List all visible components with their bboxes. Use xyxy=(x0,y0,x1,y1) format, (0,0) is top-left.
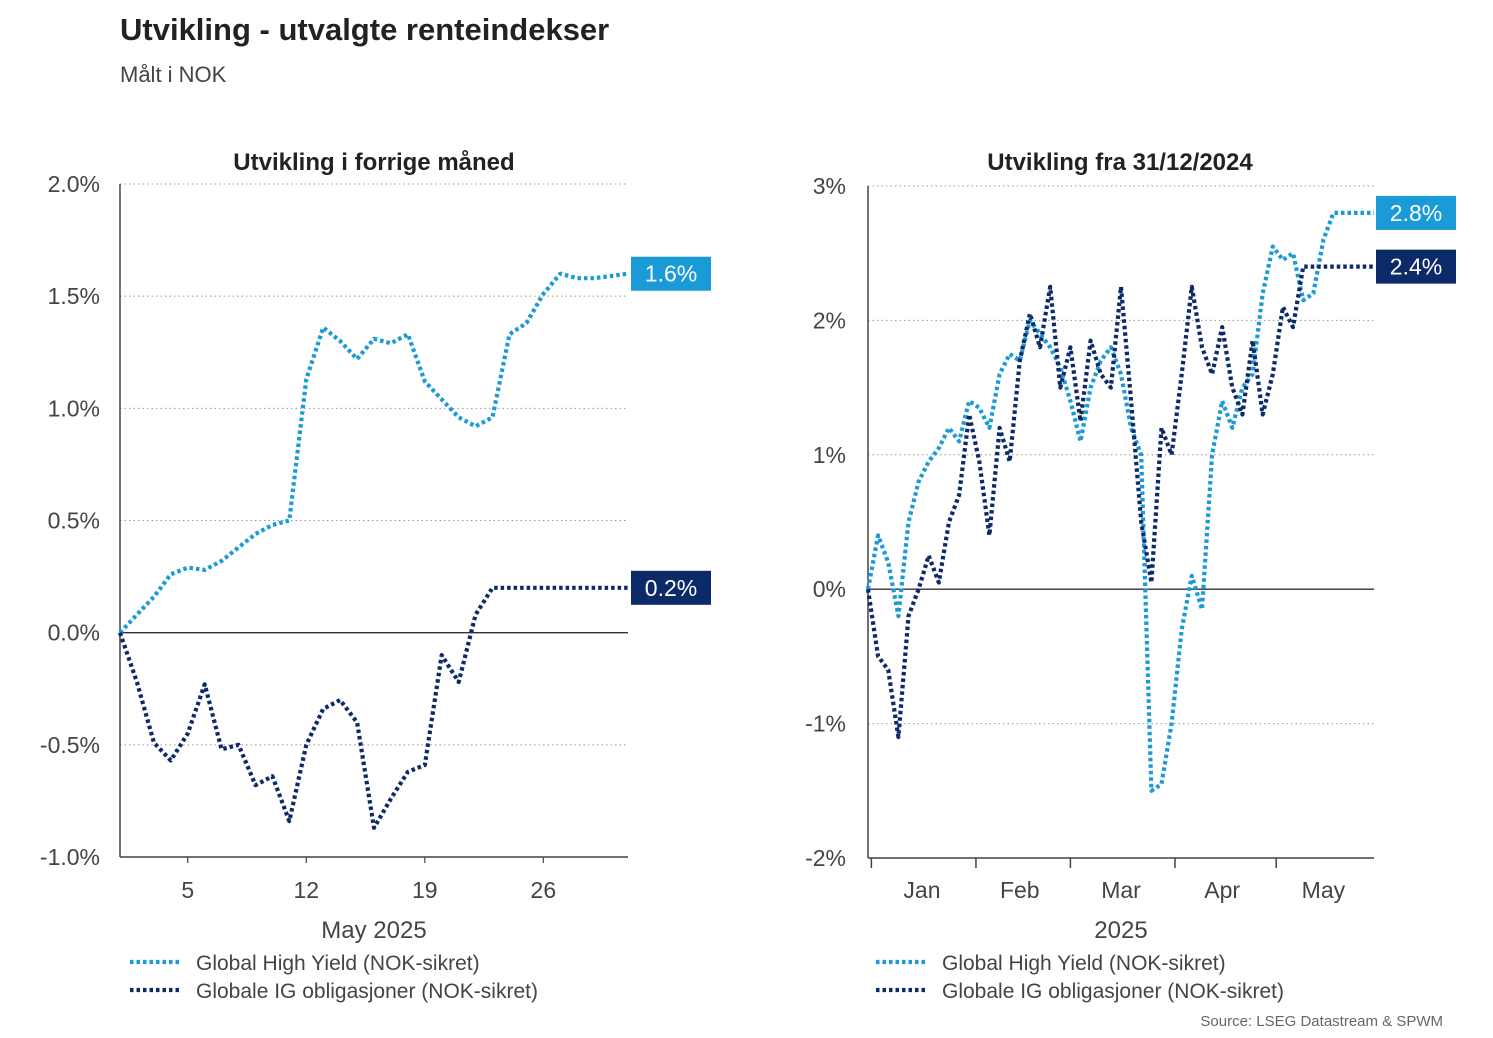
x-tick-label: May xyxy=(1302,877,1346,903)
x-tick-label: Jan xyxy=(903,877,940,903)
end-value-label: 0.2% xyxy=(645,575,697,601)
page-subtitle: Målt i NOK xyxy=(120,62,227,87)
y-tick-label: 1.5% xyxy=(48,283,100,309)
legend-label: Globale IG obligasjoner (NOK-sikret) xyxy=(196,980,538,1003)
y-tick-label: -0.5% xyxy=(40,732,100,758)
end-value-badge xyxy=(631,256,711,291)
y-tick-label: -1.0% xyxy=(40,844,100,870)
y-tick-label: 3% xyxy=(813,173,846,199)
end-value-label: 2.4% xyxy=(1390,254,1442,280)
x-tick-label: Apr xyxy=(1204,877,1240,903)
y-tick-label: 0% xyxy=(813,576,846,602)
x-tick-label: 26 xyxy=(531,877,557,903)
series-line-high-yield xyxy=(865,210,1374,793)
chart-title: Utvikling fra 31/12/2024 xyxy=(987,149,1253,176)
page-title: Utvikling - utvalgte renteindekser xyxy=(120,12,610,47)
x-tick-label: Mar xyxy=(1101,877,1141,903)
legend-label: Global High Yield (NOK-sikret) xyxy=(942,952,1226,975)
end-value-label: 2.8% xyxy=(1390,200,1442,226)
x-tick-label: 19 xyxy=(412,877,438,903)
chart-title: Utvikling i forrige måned xyxy=(233,149,514,176)
y-tick-label: 0.5% xyxy=(48,508,100,534)
y-tick-label: -2% xyxy=(805,845,846,871)
legend-label: Globale IG obligasjoner (NOK-sikret) xyxy=(942,980,1284,1003)
x-tick-label: Feb xyxy=(1000,877,1040,903)
y-tick-label: 1% xyxy=(813,442,846,468)
end-value-badge xyxy=(1376,249,1456,284)
y-tick-label: -1% xyxy=(805,711,846,737)
y-tick-label: 2.0% xyxy=(48,171,100,197)
series-line-ig-bonds xyxy=(118,585,628,830)
chart-right-ytd: Utvikling fra 31/12/2024 3% 2% 1% 0% -1% -2% Ja… xyxy=(805,149,1456,1003)
y-tick-label: 1.0% xyxy=(48,395,100,421)
end-value-badge xyxy=(631,570,711,605)
y-tick-label: 2% xyxy=(813,307,846,333)
x-tick-label: 12 xyxy=(293,877,319,903)
series-line-high-yield xyxy=(118,271,629,635)
source-note: Source: LSEG Datastream & SPWM xyxy=(1200,1013,1443,1030)
x-axis-label: 2025 xyxy=(1094,917,1147,944)
y-tick-label: 0.0% xyxy=(48,620,100,646)
series-line-ig-bonds xyxy=(865,264,1374,740)
end-value-badge xyxy=(1376,195,1456,230)
x-axis-label: May 2025 xyxy=(321,917,426,944)
x-tick-label: 5 xyxy=(181,877,194,903)
legend-label: Global High Yield (NOK-sikret) xyxy=(196,952,480,975)
chart-left-monthly: Utvikling i forrige måned 2.0% 1.5% 1.0% 0.5… xyxy=(40,149,711,1003)
end-value-label: 1.6% xyxy=(645,261,697,287)
